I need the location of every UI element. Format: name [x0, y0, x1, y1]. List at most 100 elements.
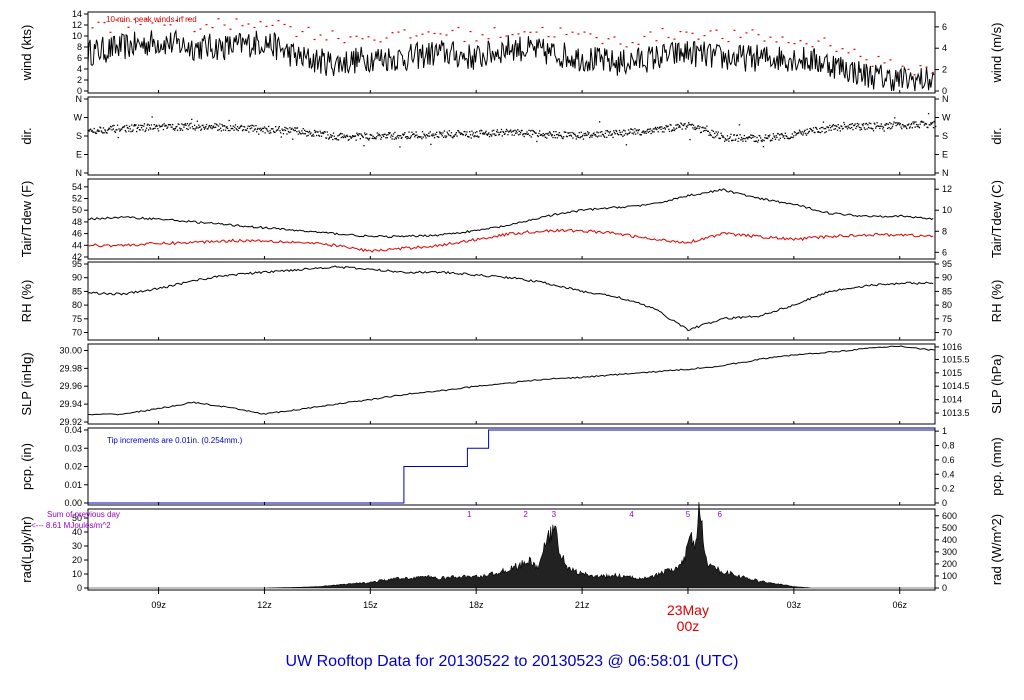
temp-left-tick-label: 44 — [72, 240, 82, 250]
dir-point — [508, 131, 510, 133]
dir-point — [196, 120, 198, 122]
dir-point — [838, 127, 840, 129]
dir-point — [579, 137, 581, 139]
x-tick-label: 09z — [151, 600, 166, 610]
pcp-right-tick-label: 0.6 — [942, 455, 955, 465]
dir-point — [885, 122, 887, 125]
dir-point — [174, 129, 176, 131]
dir-point — [350, 137, 352, 139]
dir-point — [543, 135, 545, 137]
dir-point — [778, 139, 780, 141]
dir-point — [345, 135, 347, 137]
dir-point — [928, 124, 930, 126]
x-tick-label: 15z — [363, 600, 378, 610]
dir-point — [401, 136, 403, 139]
dir-point — [362, 136, 364, 138]
dir-point — [352, 135, 354, 137]
dir-point — [205, 126, 207, 128]
temp-left-tick-label: 46 — [72, 229, 82, 239]
dir-point — [222, 129, 225, 131]
dir-point — [391, 138, 393, 140]
dir-point — [819, 127, 821, 130]
wind-gust-point — [391, 32, 394, 34]
dir-point — [847, 125, 849, 127]
dir-point — [831, 125, 834, 127]
dir-point — [751, 134, 753, 136]
dir-point — [492, 133, 494, 135]
slp-right-tick-label: 1015 — [942, 368, 962, 378]
dir-point — [258, 133, 260, 135]
dir-point — [921, 121, 923, 123]
dir-point — [372, 135, 374, 137]
dir-point — [361, 135, 364, 137]
dir-point — [212, 125, 215, 127]
wind-right-tick-label: 6 — [942, 22, 947, 32]
dir-point — [673, 129, 676, 132]
dir-point — [545, 132, 547, 135]
dir-point — [176, 129, 179, 131]
wind-gust-point — [625, 46, 628, 48]
dir-point — [274, 131, 276, 133]
dir-point — [282, 133, 285, 135]
temp-right-tick-label: 12 — [942, 184, 952, 194]
dir-point — [860, 127, 862, 129]
dir-point — [676, 127, 678, 129]
dir-point — [489, 134, 491, 136]
dir-point — [122, 126, 124, 128]
dir-point — [548, 134, 550, 136]
dir-point — [929, 124, 931, 126]
dir-point — [309, 133, 311, 135]
dir-point — [657, 131, 659, 133]
dir-point — [100, 130, 102, 132]
dir-point — [388, 133, 390, 135]
dir-point — [771, 139, 773, 142]
dir-point — [725, 139, 727, 141]
dir-point — [423, 133, 425, 135]
dir-point — [380, 136, 383, 139]
dir-point — [899, 123, 901, 125]
dir-point — [104, 130, 107, 132]
dir-point — [837, 124, 839, 126]
dir-point — [386, 137, 388, 139]
dir-point — [154, 127, 156, 129]
dir-point — [685, 125, 688, 127]
dir-point — [347, 139, 349, 141]
dir-point — [430, 143, 432, 145]
dir-point — [188, 123, 191, 125]
wind-right-tick-label: 0 — [942, 86, 947, 96]
wind-gust-point — [607, 38, 610, 40]
dir-point — [791, 133, 793, 135]
wind-gust-point — [691, 32, 694, 34]
dir-point — [636, 129, 638, 131]
dir-point — [405, 136, 407, 138]
dir-point — [741, 138, 743, 140]
dir-point — [527, 133, 529, 135]
wind-gust-point — [745, 32, 748, 34]
dir-point — [478, 136, 480, 138]
dir-point — [145, 127, 148, 129]
dir-point — [136, 127, 138, 129]
dir-point — [719, 137, 721, 140]
dir-point — [805, 134, 808, 136]
pcp-right-tick-label: 1 — [942, 426, 947, 436]
dir-point — [450, 132, 453, 134]
dir-point — [158, 124, 160, 126]
dir-point — [406, 138, 408, 140]
dir-point — [782, 136, 784, 138]
dir-point — [774, 138, 777, 140]
dir-point — [248, 131, 250, 133]
dir-point — [409, 136, 412, 139]
dir-point — [342, 136, 345, 139]
dir-point — [731, 139, 733, 142]
dir-point — [597, 132, 599, 134]
panel-pcp: pcp. (in) pcp. (mm) 0.00 0.01 0.02 0.03 0.04 0 0… — [19, 425, 1004, 508]
dir-point — [375, 138, 377, 140]
dir-point — [328, 137, 330, 139]
dir-point — [226, 126, 228, 128]
dir-point — [749, 136, 751, 139]
dir-point — [462, 134, 464, 136]
dir-point — [650, 132, 652, 135]
dir-point — [437, 136, 439, 138]
wind-gust-point — [115, 19, 118, 21]
dir-point — [934, 121, 936, 124]
